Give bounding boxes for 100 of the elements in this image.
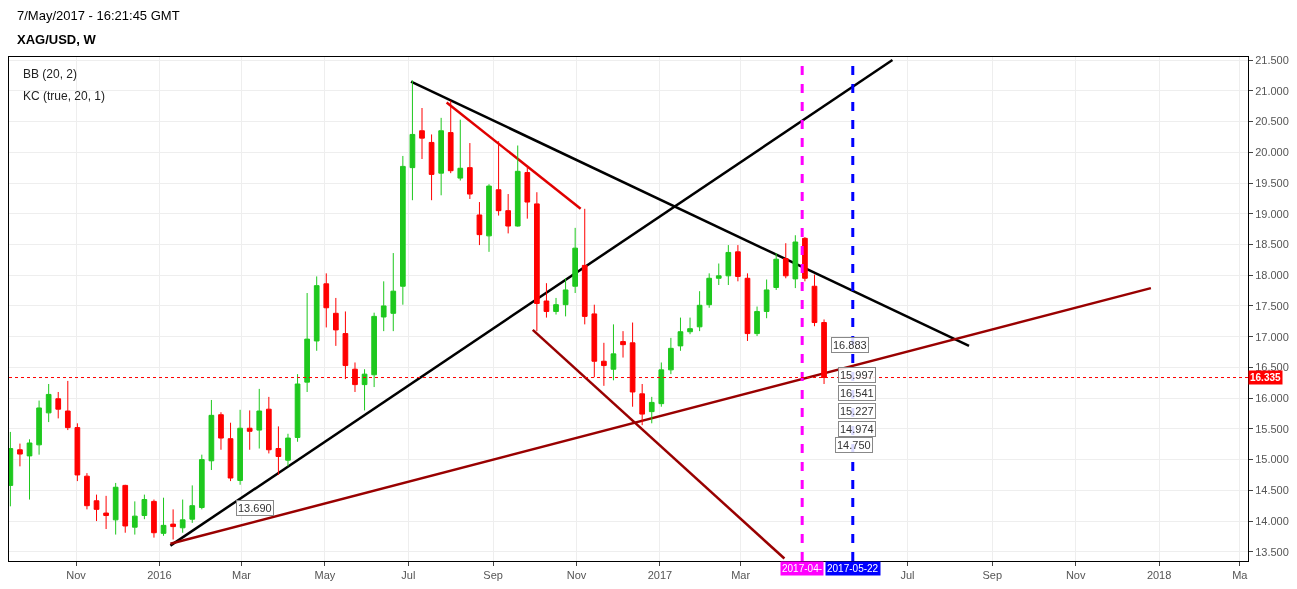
candlestick xyxy=(103,495,109,530)
candlestick xyxy=(476,201,483,246)
y-tick-label: 20.000 xyxy=(1255,146,1289,159)
candlestick xyxy=(371,312,377,388)
candlestick xyxy=(524,165,531,220)
candlestick xyxy=(735,244,741,282)
candlestick xyxy=(26,438,33,501)
candlestick xyxy=(189,484,196,524)
candlestick xyxy=(447,100,454,174)
candlestick xyxy=(246,409,253,451)
candlestick xyxy=(275,425,282,476)
ref-line-label: 16.335 xyxy=(1250,372,1282,383)
candlestick xyxy=(715,263,722,286)
candlestick xyxy=(562,277,569,317)
candlestick xyxy=(160,497,167,537)
candlestick xyxy=(725,244,732,286)
candlestick xyxy=(419,107,425,160)
y-tick-label: 15.000 xyxy=(1255,453,1289,466)
candlestick xyxy=(648,396,655,424)
y-tick-label: 19.500 xyxy=(1255,176,1289,189)
candlestick xyxy=(467,142,473,200)
candlestick xyxy=(773,252,780,291)
candlestick xyxy=(706,272,713,309)
candlestick xyxy=(610,323,617,381)
y-tick-label: 18.000 xyxy=(1255,269,1289,282)
candlestick xyxy=(208,399,215,471)
candlestick xyxy=(543,282,550,319)
y-tick-label: 18.500 xyxy=(1255,238,1289,251)
candlestick xyxy=(409,79,416,201)
candlestick xyxy=(265,396,272,454)
candlestick xyxy=(754,306,760,337)
x-tick-label: 2016 xyxy=(147,569,172,582)
candlestick xyxy=(304,292,310,393)
candlestick xyxy=(361,368,368,411)
candlestick xyxy=(782,242,789,279)
x-tick-label: Jul xyxy=(900,569,915,582)
candlestick xyxy=(581,208,588,325)
annotation: 14.750 xyxy=(837,439,871,451)
candlestick xyxy=(428,133,435,201)
candlestick xyxy=(333,297,339,347)
candlestick xyxy=(514,145,521,228)
x-tick-label: May xyxy=(314,569,336,582)
y-tick-label: 19.000 xyxy=(1255,207,1289,220)
candlestick xyxy=(122,484,129,534)
candlestick xyxy=(457,119,464,182)
candlestick xyxy=(486,183,492,253)
y-tick-label: 15.500 xyxy=(1255,422,1289,435)
ref-line-label: 2017-05-22 xyxy=(827,563,879,574)
candlestick xyxy=(591,304,598,378)
candlestick xyxy=(112,482,119,536)
candlestick xyxy=(687,317,693,335)
candlestick xyxy=(572,227,579,294)
candlestick xyxy=(227,422,234,482)
x-tick-label: Mar xyxy=(731,569,751,582)
candlestick xyxy=(313,275,320,352)
candlestick xyxy=(792,234,799,289)
candlestick xyxy=(744,272,751,342)
x-tick-label: Ma xyxy=(1232,569,1249,582)
candlestick xyxy=(218,411,224,451)
x-tick-label: Sep xyxy=(483,569,503,582)
y-tick-label: 14.500 xyxy=(1255,484,1289,497)
candlestick xyxy=(658,361,665,408)
y-tick-label: 14.000 xyxy=(1255,514,1289,527)
y-tick-label: 17.500 xyxy=(1255,299,1289,312)
x-tick-label: 2018 xyxy=(1146,569,1172,582)
y-tick-label: 17.000 xyxy=(1255,330,1289,343)
candlestick xyxy=(141,494,148,520)
annotation: 16.541 xyxy=(840,387,874,399)
candlestick xyxy=(696,290,703,332)
y-tick-label: 21.000 xyxy=(1255,84,1289,97)
candlestick xyxy=(151,499,157,539)
annotation: 16.883 xyxy=(833,339,867,351)
candlestick xyxy=(256,388,263,450)
x-tick-label: Nov xyxy=(566,569,587,582)
candlestick xyxy=(811,274,818,327)
chart-subtitle: 7/May/2017 - 16:21:45 GMT xyxy=(17,8,180,23)
candlestick xyxy=(285,433,291,467)
candlestick xyxy=(170,508,176,540)
ref-line-label: 2017-04- xyxy=(782,563,823,574)
x-tick-label: Nov xyxy=(66,569,87,582)
candlestick xyxy=(495,140,502,217)
annotation: 13.690 xyxy=(238,502,272,514)
y-tick-label: 13.500 xyxy=(1255,545,1289,558)
candlestick xyxy=(294,373,301,443)
candlestick xyxy=(93,494,100,522)
candlestick xyxy=(237,409,243,486)
candlestick xyxy=(74,422,81,482)
candlestick xyxy=(45,383,52,423)
candlestick xyxy=(84,472,90,510)
annotation: BB (20, 2) xyxy=(23,67,78,81)
candlestick xyxy=(620,330,626,359)
x-tick-label: Mar xyxy=(232,569,252,582)
candlestick xyxy=(55,391,62,419)
candlestick xyxy=(380,280,387,332)
x-tick-label: 2017 xyxy=(647,569,673,582)
x-tick-label: Nov xyxy=(1065,569,1086,582)
candlestick xyxy=(36,400,42,456)
candlestick xyxy=(17,443,23,467)
y-tick-label: 16.000 xyxy=(1255,391,1289,404)
candlestick xyxy=(198,454,205,510)
